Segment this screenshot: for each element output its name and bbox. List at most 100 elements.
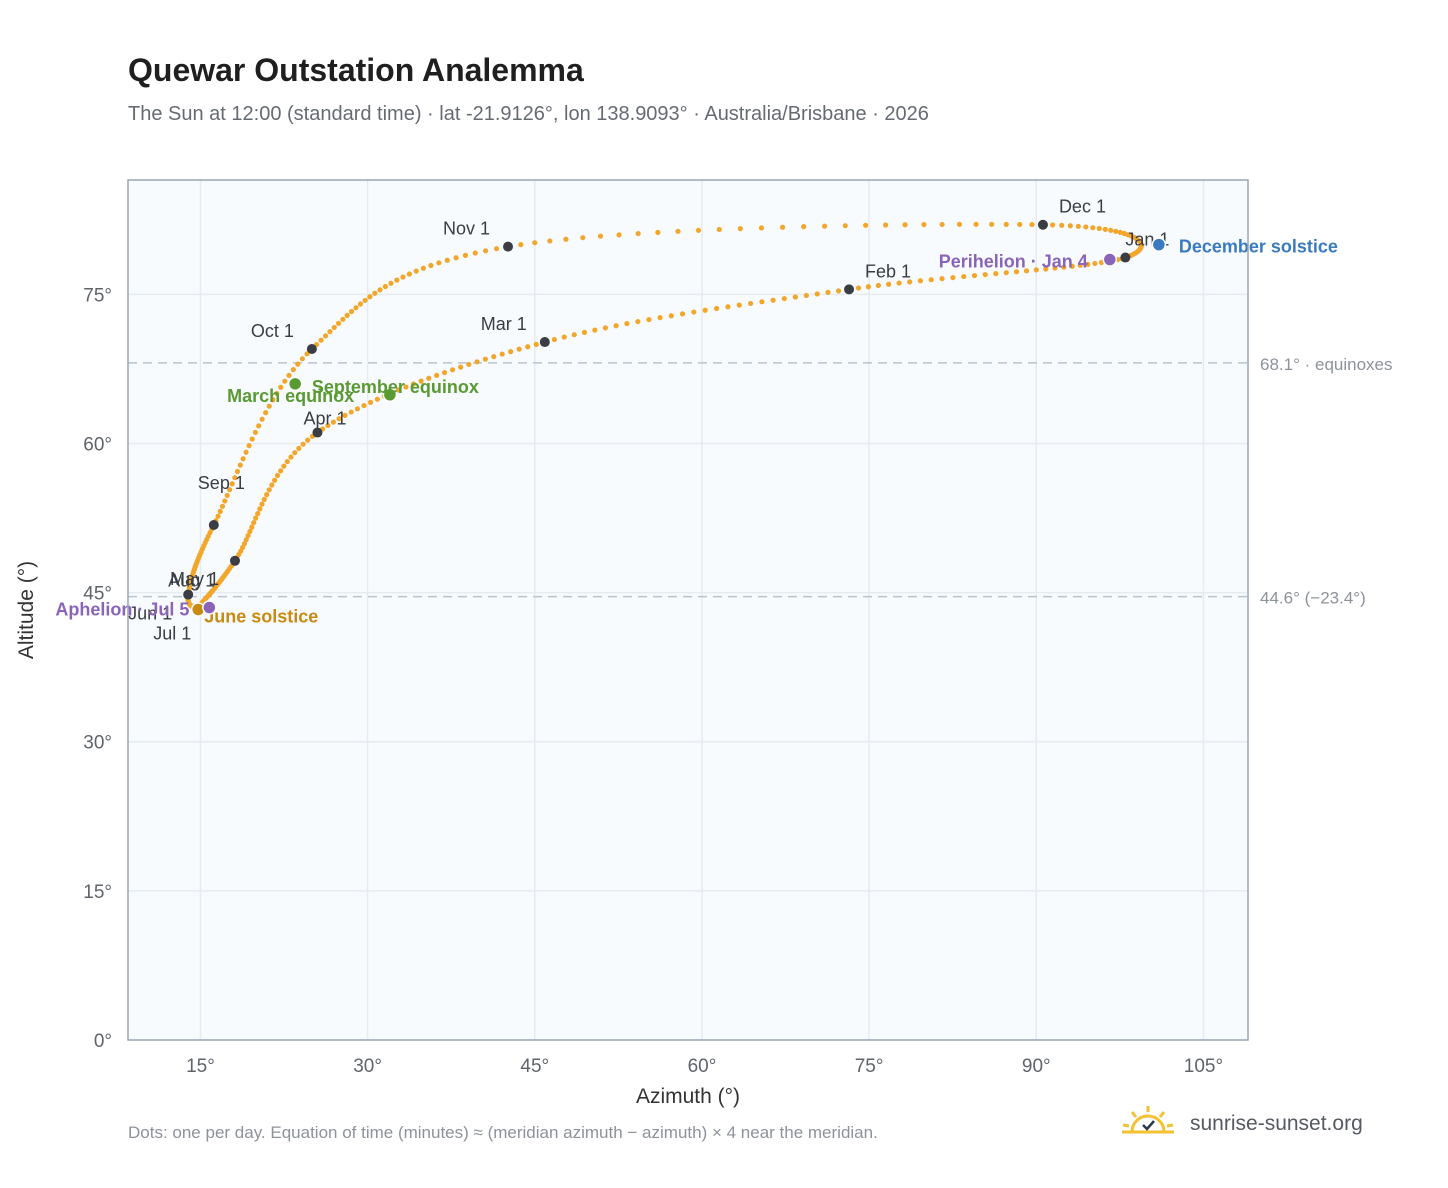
daily-dot (420, 265, 426, 271)
y-tick-label: 75° (83, 285, 112, 306)
daily-dot (956, 221, 963, 227)
month-label: Feb 1 (865, 261, 911, 281)
daily-dot (396, 387, 402, 393)
chart-title: Quewar Outstation Analemma (128, 52, 584, 88)
daily-dot (217, 508, 223, 514)
daily-dot (675, 228, 681, 234)
daily-dot (655, 229, 661, 236)
daily-dot (229, 481, 235, 487)
month-label: May 1 (170, 569, 219, 589)
daily-dot (406, 271, 413, 277)
month-label: Sep 1 (198, 473, 245, 493)
daily-dot (1043, 266, 1049, 272)
daily-dot (335, 320, 342, 326)
daily-dot (971, 272, 978, 279)
daily-dot (367, 399, 374, 405)
daily-dot (939, 276, 945, 282)
daily-dot (249, 436, 255, 442)
daily-dot (1083, 224, 1089, 230)
daily-dot (1092, 260, 1098, 267)
month-dot (1037, 219, 1048, 230)
daily-dot (863, 222, 869, 228)
daily-dot (616, 232, 622, 238)
x-tick-label: 30° (353, 1056, 382, 1077)
daily-dot (886, 281, 892, 287)
month-label: Jun 1 (128, 604, 172, 624)
daily-dot (222, 498, 228, 504)
daily-dot (240, 456, 246, 462)
daily-dot (318, 337, 324, 343)
daily-dot (597, 233, 604, 239)
daily-dot (842, 223, 848, 229)
month-dot (229, 555, 240, 566)
daily-dot (394, 277, 400, 283)
daily-dot (462, 252, 469, 258)
daily-dot (284, 458, 290, 465)
daily-dot (961, 273, 967, 280)
daily-dot (973, 221, 979, 227)
daily-dot (292, 450, 298, 456)
daily-dot (716, 226, 722, 233)
x-tick-label: 90° (1022, 1056, 1051, 1077)
x-axis-title: Azimuth (°) (636, 1085, 740, 1108)
daily-dot (344, 312, 350, 318)
reference-line-label: 68.1° · equinoxes (1260, 355, 1393, 374)
daily-dot (278, 384, 284, 390)
daily-dot (989, 221, 995, 227)
daily-dot (325, 422, 331, 429)
footnote: Dots: one per day. Equation of time (min… (128, 1123, 878, 1142)
brand-logo[interactable]: sunrise-sunset.org (1120, 1100, 1390, 1150)
daily-dot (237, 462, 243, 468)
daily-dot (563, 236, 569, 242)
daily-dot (266, 403, 272, 409)
daily-dot (264, 492, 270, 498)
daily-dot (278, 468, 284, 474)
daily-dot (1090, 225, 1096, 231)
daily-dot (413, 268, 419, 274)
daily-dot (263, 410, 269, 416)
month-dot (1120, 252, 1131, 263)
daily-dot (547, 238, 553, 244)
daily-dot (1117, 229, 1123, 235)
event-dot (1102, 252, 1118, 267)
daily-dot (449, 367, 456, 373)
daily-dot (331, 324, 337, 331)
daily-dot (921, 221, 927, 228)
daily-dot (472, 250, 478, 256)
x-tick-label: 60° (688, 1056, 717, 1077)
daily-dot (917, 278, 924, 284)
daily-dot (1033, 267, 1039, 273)
y-tick-label: 30° (83, 733, 112, 754)
daily-dot (1085, 261, 1091, 267)
daily-dot (354, 406, 361, 412)
daily-dot (736, 302, 742, 308)
daily-dot (491, 354, 497, 360)
y-axis-title: Altitude (°) (15, 561, 38, 659)
daily-dot (602, 325, 609, 331)
daily-dot (482, 356, 488, 362)
y-tick-label: 0° (94, 1031, 112, 1052)
y-tick-label: 60° (83, 434, 112, 455)
daily-dot (247, 528, 253, 535)
daily-dot (835, 288, 842, 294)
daily-dot (855, 285, 862, 291)
month-label: Jul 1 (153, 624, 191, 644)
daily-dot (410, 381, 417, 387)
daily-dot (257, 506, 263, 512)
event-dot (1151, 237, 1167, 252)
event-dot (202, 600, 217, 615)
y-tick-label: 45° (83, 584, 112, 605)
daily-dot (372, 290, 378, 296)
daily-dot (759, 299, 765, 305)
daily-dot (305, 437, 311, 443)
x-tick-label: 105° (1184, 1056, 1223, 1077)
daily-dot (388, 280, 394, 286)
month-dot (503, 241, 514, 252)
daily-dot (781, 295, 787, 302)
daily-dot (400, 274, 406, 280)
daily-dot (702, 307, 708, 313)
daily-dot (322, 333, 329, 339)
daily-dot (1067, 223, 1073, 229)
daily-dot (1017, 221, 1023, 228)
